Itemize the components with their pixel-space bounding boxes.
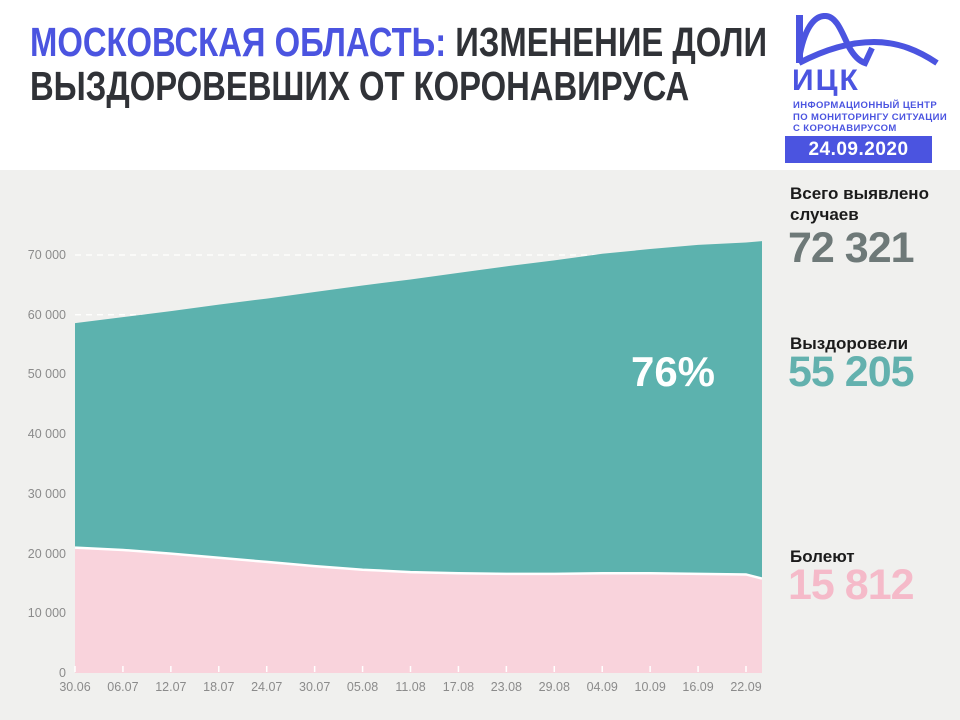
area-boundary-line <box>74 546 763 580</box>
total-cases-area <box>75 241 762 579</box>
y-axis-label: 40 000 <box>27 427 66 442</box>
y-axis-label: 70 000 <box>27 248 66 262</box>
x-axis-label: 18.07 <box>203 680 235 694</box>
stat-label-total: Всего выявлено случаев <box>790 184 929 224</box>
x-axis-label: 04.09 <box>586 680 618 694</box>
x-axis-label: 05.08 <box>346 680 379 694</box>
logo-subtitle-line: ИНФОРМАЦИОННЫЙ ЦЕНТР <box>793 100 938 111</box>
logo-subtitle-line: С КОРОНАВИРУСОМ <box>793 123 897 134</box>
x-axis-label: 17.08 <box>442 680 475 694</box>
page-title-rest: ИЗМЕНЕНИЕ ДОЛИ <box>446 19 768 65</box>
x-axis-label: 30.06 <box>59 680 91 694</box>
x-axis-label: 24.07 <box>251 680 283 694</box>
percent-annotation: 76% <box>630 348 716 395</box>
stacked-area-chart <box>74 241 763 673</box>
stat-value-recovered: 55 205 <box>788 348 915 396</box>
stat-label-active: Болеют <box>790 547 855 566</box>
x-axis-label: 29.08 <box>538 680 570 694</box>
y-axis-label: 0 <box>59 666 66 680</box>
page-title-line1: МОСКОВСКАЯ ОБЛАСТЬ: ИЗМЕНЕНИЕ ДОЛИ <box>30 20 767 64</box>
x-axis-label: 16.09 <box>682 680 714 694</box>
page-title-line2: ВЫЗДОРОВЕВШИХ ОТ КОРОНАВИРУСА <box>30 63 690 109</box>
stat-label-recovered: Выздоровели <box>790 334 909 353</box>
active-cases-area <box>75 547 762 673</box>
x-axis-label: 22.09 <box>730 680 762 694</box>
x-axis-label: 12.07 <box>155 680 187 694</box>
logo-subtitle: ИНФОРМАЦИОННЫЙ ЦЕНТР ПО МОНИТОРИНГУ СИТУ… <box>793 100 947 135</box>
x-axis-label: 11.08 <box>395 680 426 694</box>
logo-abbr: ИЦК <box>792 64 860 97</box>
x-axis-label: 10.09 <box>634 680 666 694</box>
date-badge: 24.09.2020 <box>785 136 932 163</box>
stat-value-active: 15 812 <box>788 561 915 609</box>
stat-value-total: 72 321 <box>788 224 915 272</box>
y-axis-label: 20 000 <box>27 546 66 561</box>
page-title-accent: МОСКОВСКАЯ ОБЛАСТЬ: <box>30 19 447 65</box>
x-axis-label: 06.07 <box>107 680 139 694</box>
y-axis-label: 10 000 <box>27 606 66 621</box>
page-title: МОСКОВСКАЯ ОБЛАСТЬ: ИЗМЕНЕНИЕ ДОЛИ ВЫЗДО… <box>30 20 767 108</box>
x-axis-label: 23.08 <box>490 680 522 694</box>
flatten-the-curve-chart-icon <box>796 13 939 67</box>
x-axis-label: 30.07 <box>299 680 331 694</box>
y-axis-label: 30 000 <box>27 486 66 501</box>
y-axis-label: 60 000 <box>27 307 66 322</box>
y-axis-label: 50 000 <box>27 367 66 382</box>
logo-subtitle-line: ПО МОНИТОРИНГУ СИТУАЦИИ <box>793 111 948 123</box>
